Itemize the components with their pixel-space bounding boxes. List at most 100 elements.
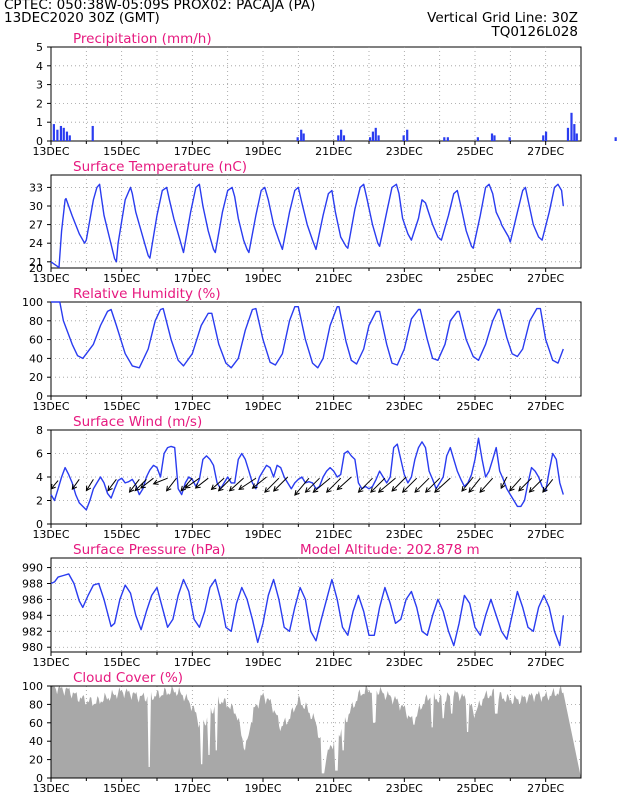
wind-arrow: [50, 480, 59, 490]
y-tick-label: 2: [36, 97, 43, 110]
precipitation-bar: [490, 133, 494, 141]
x-tick-label: 25DEC: [456, 656, 493, 669]
x-tick-label: 25DEC: [456, 145, 493, 158]
wind-arrow-head: [165, 485, 172, 492]
x-tick-label: 17DEC: [174, 656, 211, 669]
x-tick-label: 17DEC: [174, 528, 211, 541]
x-tick-label: 23DEC: [386, 782, 423, 795]
precipitation-bar: [406, 129, 409, 141]
wind-arrow-head: [401, 487, 408, 493]
wind-arrow-head: [377, 487, 384, 493]
panel-3: 0 20 40 60 80 100 13DEC 15DEC 17DEC 19DEC 21DEC 23D…: [22, 286, 582, 413]
precipitation-bar: [337, 135, 340, 141]
wind-arrow-head: [500, 483, 506, 490]
wind-arrow: [500, 476, 508, 489]
header-location: CPTEC: 050:38W-05:09S PROX02: PACAJA (PA…: [4, 0, 316, 13]
precipitation-bar: [573, 124, 576, 141]
precipitation-bar: [544, 131, 548, 141]
x-tick-label: 15DEC: [103, 145, 140, 158]
x-tick-label: 21DEC: [315, 528, 352, 541]
x-tick-label: 25DEC: [456, 528, 493, 541]
precipitation-bar: [476, 137, 479, 141]
wind-arrow-head: [468, 487, 474, 494]
panel-title: Relative Humidity (%): [73, 286, 221, 302]
wind-arrow: [391, 476, 407, 492]
x-tick-label: 25DEC: [456, 782, 493, 795]
wind-arrow-head: [424, 487, 431, 493]
y-tick-label: 4: [36, 60, 43, 73]
precipitation-bar: [65, 131, 69, 141]
x-tick-label: 17DEC: [174, 782, 211, 795]
series-line: [50, 183, 564, 269]
wind-arrow: [185, 477, 200, 489]
panel-frame: [50, 301, 582, 397]
wind-arrow-head: [107, 485, 113, 492]
x-tick-label: 15DEC: [103, 782, 140, 795]
y-tick-label: 5: [36, 41, 43, 54]
panel-6: 0 20 40 60 80 100 13DEC 15DEC 17DEC 19DEC 21DEC 23D…: [22, 670, 582, 795]
wind-arrow: [85, 479, 94, 491]
x-tick-label: 23DEC: [386, 400, 423, 413]
x-tick-label: 13DEC: [32, 782, 69, 795]
header-model-code: TQ0126L028: [491, 24, 578, 40]
x-tick-label: 13DEC: [32, 145, 69, 158]
wind-arrow-head: [180, 485, 186, 492]
cloud-cover-area: [51, 686, 581, 778]
wind-arrow-head: [479, 487, 485, 493]
wind-arrow: [425, 477, 441, 493]
wind-arrow: [402, 477, 418, 493]
wind-arrow: [153, 477, 168, 485]
y-tick-label: 988: [22, 577, 43, 590]
y-tick-label: 1: [36, 116, 43, 129]
x-tick-label: 21DEC: [315, 145, 352, 158]
x-tick-label: 23DEC: [386, 528, 423, 541]
y-tick-label: 0: [36, 772, 43, 785]
x-tick-label: 15DEC: [103, 272, 140, 285]
wind-arrow: [434, 477, 451, 493]
panel-title: Surface Pressure (hPa): [73, 542, 226, 558]
wind-arrow-head: [71, 484, 78, 491]
wind-arrow: [529, 478, 543, 493]
precipitation-bar: [566, 127, 570, 141]
x-tick-label: 21DEC: [315, 782, 352, 795]
y-tick-label: 33: [29, 181, 43, 194]
wind-arrow: [166, 477, 177, 492]
wind-arrow: [107, 479, 117, 491]
precipitation-bar: [59, 125, 63, 141]
wind-arrow: [129, 479, 140, 493]
y-tick-label: 40: [29, 352, 43, 365]
x-tick-label: 23DEC: [386, 272, 423, 285]
y-tick-label: 6: [36, 448, 43, 461]
x-tick-label: 19DEC: [244, 782, 281, 795]
x-tick-label: 17DEC: [174, 145, 211, 158]
x-tick-label: 19DEC: [244, 400, 281, 413]
precipitation-bar: [52, 124, 55, 141]
header-date: 13DEC2020 30Z (GMT): [4, 10, 160, 26]
wind-arrow-head: [508, 485, 515, 492]
wind-arrow-head: [294, 490, 300, 496]
wind-arrow: [336, 476, 352, 490]
precipitation-bar: [614, 137, 617, 141]
y-tick-label: 0: [36, 135, 43, 148]
x-tick-label: 19DEC: [244, 656, 281, 669]
panel-4: 0 2 4 6 8 13DEC 15DEC 17DEC 19DEC 21DEC 23DEC 25DEC…: [32, 414, 582, 541]
y-tick-label: 990: [22, 562, 43, 575]
y-tick-label: 980: [22, 641, 43, 654]
panel-1: 0 1 2 3 4 5 13DEC 15DEC 17DEC 19DEC 21DEC 23DEC 25DE…: [32, 31, 617, 158]
precipitation-bar: [342, 135, 346, 141]
wind-arrow-head: [140, 483, 146, 489]
wind-arrow-head: [85, 485, 92, 492]
wind-arrow-head: [152, 479, 159, 485]
wind-arrow: [252, 476, 267, 489]
precipitation-bar: [542, 135, 545, 141]
precipitation-bar: [296, 137, 299, 141]
wind-arrow: [264, 477, 280, 493]
x-tick-label: 13DEC: [32, 400, 69, 413]
wind-arrow: [358, 477, 373, 493]
y-tick-label: 100: [22, 296, 43, 309]
precipitation-bar: [340, 129, 343, 141]
model-altitude: Model Altitude: 202.878 m: [300, 542, 480, 558]
wind-arrow-head: [128, 486, 135, 493]
wind-arrow: [479, 477, 494, 493]
